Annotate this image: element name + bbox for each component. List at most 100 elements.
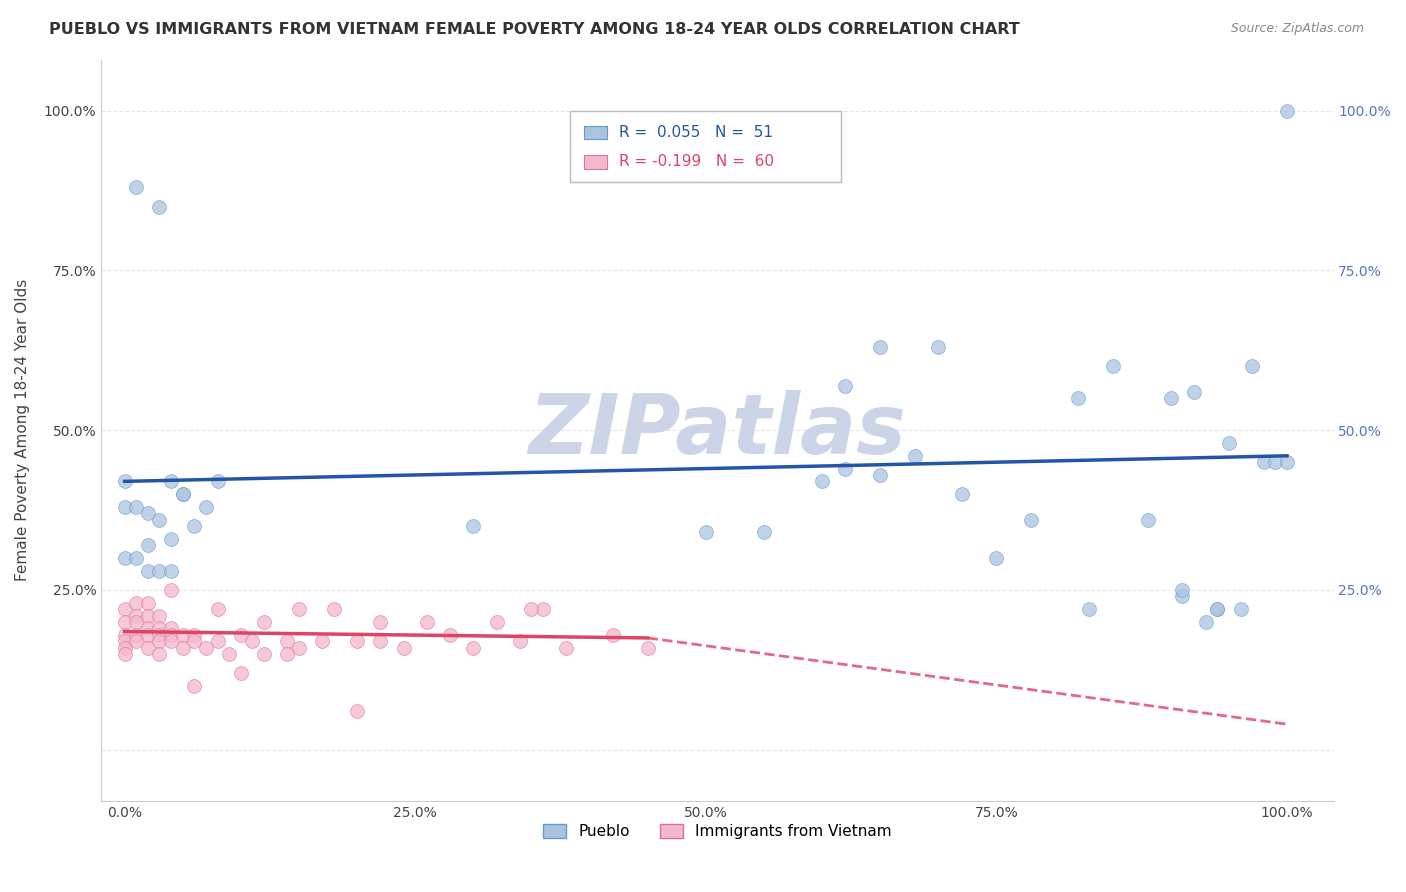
Text: PUEBLO VS IMMIGRANTS FROM VIETNAM FEMALE POVERTY AMONG 18-24 YEAR OLDS CORRELATI: PUEBLO VS IMMIGRANTS FROM VIETNAM FEMALE…	[49, 22, 1019, 37]
Point	[172, 487, 194, 501]
Point	[183, 634, 205, 648]
Point	[148, 628, 170, 642]
Point	[160, 582, 183, 597]
Point	[125, 615, 148, 629]
Point	[904, 449, 927, 463]
Point	[136, 621, 159, 635]
Point	[637, 640, 659, 655]
Point	[276, 647, 298, 661]
Point	[125, 551, 148, 566]
Point	[136, 564, 159, 578]
Point	[253, 615, 276, 629]
Point	[370, 615, 392, 629]
Point	[520, 602, 543, 616]
Point	[439, 628, 461, 642]
Point	[1101, 359, 1123, 374]
Point	[485, 615, 508, 629]
Point	[463, 519, 485, 533]
Point	[834, 378, 856, 392]
Point	[136, 538, 159, 552]
Point	[986, 551, 1008, 566]
Point	[207, 602, 229, 616]
Point	[555, 640, 578, 655]
Point	[1264, 455, 1286, 469]
Point	[160, 564, 183, 578]
Point	[114, 634, 136, 648]
Point	[160, 634, 183, 648]
Point	[160, 621, 183, 635]
Point	[1253, 455, 1275, 469]
Point	[160, 628, 183, 642]
Point	[242, 634, 264, 648]
Text: ZIPatlas: ZIPatlas	[529, 390, 907, 471]
Point	[148, 634, 170, 648]
Point	[509, 634, 531, 648]
Point	[869, 340, 891, 354]
Point	[148, 647, 170, 661]
Point	[602, 628, 624, 642]
Point	[207, 475, 229, 489]
Point	[114, 475, 136, 489]
FancyBboxPatch shape	[585, 155, 606, 169]
FancyBboxPatch shape	[569, 112, 841, 182]
Point	[148, 621, 170, 635]
Point	[1078, 602, 1101, 616]
Point	[1160, 392, 1182, 406]
Point	[183, 519, 205, 533]
Point	[218, 647, 240, 661]
Point	[148, 564, 170, 578]
Point	[370, 634, 392, 648]
Point	[416, 615, 439, 629]
Point	[346, 634, 368, 648]
Point	[463, 640, 485, 655]
Point	[346, 705, 368, 719]
Point	[136, 596, 159, 610]
Text: Source: ZipAtlas.com: Source: ZipAtlas.com	[1230, 22, 1364, 36]
Point	[288, 640, 311, 655]
Point	[195, 640, 218, 655]
Point	[1206, 602, 1229, 616]
Point	[1206, 602, 1229, 616]
Point	[148, 513, 170, 527]
Point	[1182, 384, 1205, 399]
Point	[114, 628, 136, 642]
Point	[1229, 602, 1251, 616]
Point	[172, 487, 194, 501]
Point	[229, 628, 252, 642]
Point	[114, 551, 136, 566]
Text: R =  0.055   N =  51: R = 0.055 N = 51	[619, 125, 773, 140]
Point	[160, 475, 183, 489]
Point	[1136, 513, 1159, 527]
Legend: Pueblo, Immigrants from Vietnam: Pueblo, Immigrants from Vietnam	[537, 818, 898, 845]
Point	[183, 628, 205, 642]
Point	[195, 500, 218, 514]
Point	[125, 596, 148, 610]
Point	[1195, 615, 1218, 629]
Point	[148, 200, 170, 214]
Point	[752, 525, 775, 540]
Point	[136, 506, 159, 520]
Point	[183, 679, 205, 693]
Point	[125, 500, 148, 514]
Point	[288, 602, 311, 616]
Y-axis label: Female Poverty Among 18-24 Year Olds: Female Poverty Among 18-24 Year Olds	[15, 279, 30, 582]
Point	[392, 640, 415, 655]
Point	[114, 602, 136, 616]
Point	[1019, 513, 1042, 527]
Point	[172, 640, 194, 655]
Text: R = -0.199   N =  60: R = -0.199 N = 60	[619, 154, 773, 169]
Point	[207, 634, 229, 648]
Point	[125, 628, 148, 642]
Point	[695, 525, 717, 540]
Point	[811, 475, 834, 489]
Point	[531, 602, 554, 616]
Point	[1171, 582, 1194, 597]
Point	[1218, 436, 1240, 450]
Point	[172, 628, 194, 642]
Point	[1275, 103, 1298, 118]
Point	[1275, 455, 1298, 469]
Point	[136, 608, 159, 623]
Point	[834, 461, 856, 475]
Point	[1241, 359, 1264, 374]
FancyBboxPatch shape	[585, 126, 606, 139]
